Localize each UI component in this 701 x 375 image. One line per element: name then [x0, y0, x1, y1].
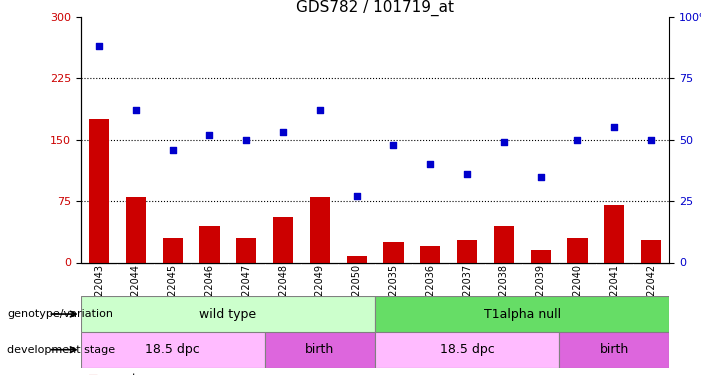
Bar [375, 332, 559, 368]
Text: GSM22041: GSM22041 [609, 264, 619, 317]
Text: GSM22047: GSM22047 [241, 264, 251, 317]
Text: 18.5 dpc: 18.5 dpc [145, 343, 200, 356]
Bar [346, 256, 367, 262]
Text: GSM22036: GSM22036 [426, 264, 435, 317]
Bar [641, 240, 661, 262]
Bar [81, 296, 375, 332]
Point [167, 147, 178, 153]
Point [351, 193, 362, 199]
Bar [236, 238, 257, 262]
Bar [199, 226, 219, 262]
Point [278, 129, 289, 135]
Point [204, 132, 215, 138]
Point [572, 137, 583, 143]
Text: 18.5 dpc: 18.5 dpc [440, 343, 494, 356]
Text: birth: birth [599, 343, 629, 356]
Bar [420, 246, 440, 262]
Text: wild type: wild type [199, 308, 257, 321]
Bar [604, 205, 625, 262]
Bar [310, 197, 330, 262]
Text: GSM22035: GSM22035 [388, 264, 398, 317]
Bar [273, 217, 293, 262]
Text: T1alpha null: T1alpha null [484, 308, 561, 321]
Point [240, 137, 252, 143]
Bar [125, 197, 146, 262]
Text: birth: birth [305, 343, 334, 356]
Point [425, 161, 436, 167]
Point [535, 174, 546, 180]
Text: GSM22044: GSM22044 [131, 264, 141, 317]
Point [314, 107, 325, 113]
Bar [457, 240, 477, 262]
Point [646, 137, 657, 143]
Bar [375, 296, 669, 332]
Text: GSM22048: GSM22048 [278, 264, 288, 317]
Text: GSM22050: GSM22050 [352, 264, 362, 317]
Text: ■: ■ [88, 374, 98, 375]
Text: GSM22045: GSM22045 [168, 264, 177, 317]
Bar [81, 332, 265, 368]
Text: GSM22043: GSM22043 [94, 264, 104, 317]
Bar [89, 119, 109, 262]
Point [130, 107, 142, 113]
Point [498, 139, 510, 145]
Point [608, 124, 620, 130]
Text: GSM22046: GSM22046 [205, 264, 215, 317]
Bar [163, 238, 183, 262]
Bar [559, 332, 669, 368]
Bar [531, 250, 551, 262]
Text: GSM22039: GSM22039 [536, 264, 545, 317]
Text: GSM22042: GSM22042 [646, 264, 656, 317]
Text: development stage: development stage [7, 345, 115, 355]
Point [388, 142, 399, 148]
Text: GSM22040: GSM22040 [573, 264, 583, 317]
Title: GDS782 / 101719_at: GDS782 / 101719_at [296, 0, 454, 15]
Text: count: count [105, 374, 137, 375]
Text: genotype/variation: genotype/variation [7, 309, 113, 319]
Bar [383, 242, 404, 262]
Point [461, 171, 472, 177]
Text: GSM22037: GSM22037 [462, 264, 472, 317]
Bar [265, 332, 375, 368]
Text: GSM22049: GSM22049 [315, 264, 325, 317]
Text: GSM22038: GSM22038 [499, 264, 509, 317]
Bar [494, 226, 514, 262]
Point [93, 44, 104, 50]
Bar [567, 238, 587, 262]
